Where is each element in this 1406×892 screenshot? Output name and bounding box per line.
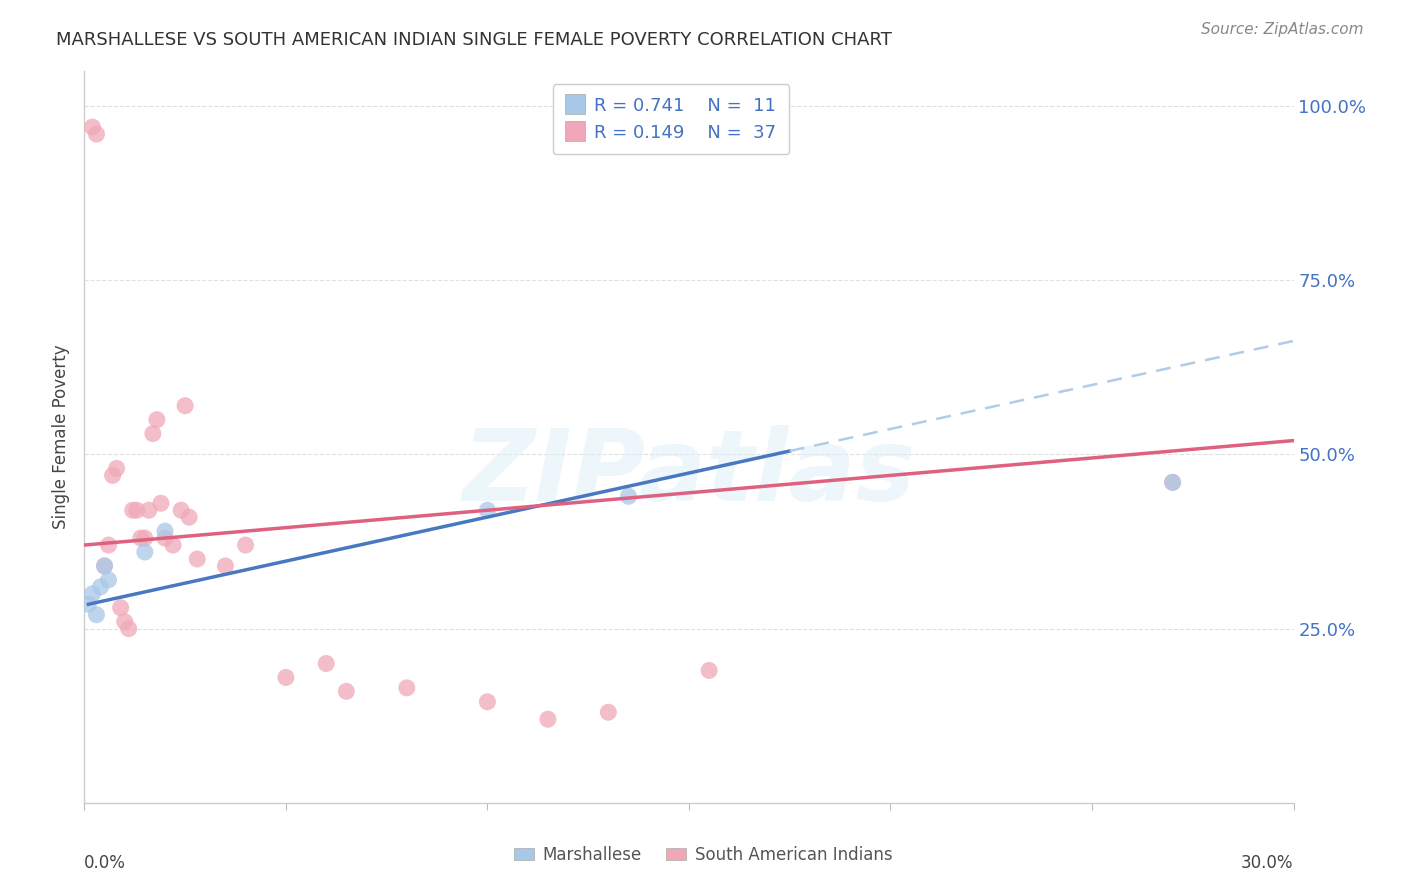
Point bbox=[235, 538, 257, 552]
Point bbox=[134, 531, 156, 545]
Point bbox=[93, 558, 115, 573]
Point bbox=[101, 468, 124, 483]
Point bbox=[162, 538, 184, 552]
Point bbox=[186, 552, 208, 566]
Point bbox=[537, 712, 560, 726]
Text: ZIPatlas: ZIPatlas bbox=[463, 425, 915, 522]
Point bbox=[477, 503, 499, 517]
Point bbox=[149, 496, 172, 510]
Text: 0.0%: 0.0% bbox=[84, 854, 127, 872]
Point bbox=[153, 524, 176, 538]
Point bbox=[174, 399, 197, 413]
Point bbox=[1161, 475, 1184, 490]
Point bbox=[118, 622, 141, 636]
Point bbox=[89, 580, 111, 594]
Point bbox=[142, 426, 165, 441]
Point bbox=[153, 531, 176, 545]
Point bbox=[214, 558, 236, 573]
Point bbox=[170, 503, 193, 517]
Text: MARSHALLESE VS SOUTH AMERICAN INDIAN SINGLE FEMALE POVERTY CORRELATION CHART: MARSHALLESE VS SOUTH AMERICAN INDIAN SIN… bbox=[56, 31, 893, 49]
Point bbox=[138, 503, 160, 517]
Point bbox=[86, 607, 108, 622]
Legend: Marshallese, South American Indians: Marshallese, South American Indians bbox=[508, 839, 898, 871]
Point bbox=[134, 545, 156, 559]
Point bbox=[697, 664, 720, 678]
Point bbox=[1161, 475, 1184, 490]
Point bbox=[105, 461, 128, 475]
Point bbox=[86, 127, 108, 141]
Y-axis label: Single Female Poverty: Single Female Poverty bbox=[52, 345, 70, 529]
Text: Source: ZipAtlas.com: Source: ZipAtlas.com bbox=[1201, 22, 1364, 37]
Point bbox=[97, 538, 120, 552]
Point bbox=[82, 120, 104, 134]
Point bbox=[598, 705, 620, 719]
Point bbox=[179, 510, 201, 524]
Point bbox=[121, 503, 143, 517]
Point bbox=[110, 600, 132, 615]
Point bbox=[77, 597, 100, 611]
Point bbox=[477, 695, 499, 709]
Point bbox=[114, 615, 136, 629]
Legend: R = 0.741    N =  11, R = 0.149    N =  37: R = 0.741 N = 11, R = 0.149 N = 37 bbox=[553, 84, 789, 154]
Point bbox=[125, 503, 148, 517]
Text: 30.0%: 30.0% bbox=[1241, 854, 1294, 872]
Point bbox=[97, 573, 120, 587]
Point bbox=[335, 684, 357, 698]
Point bbox=[146, 412, 169, 426]
Point bbox=[617, 489, 640, 503]
Point bbox=[93, 558, 115, 573]
Point bbox=[274, 670, 297, 684]
Point bbox=[82, 587, 104, 601]
Point bbox=[395, 681, 418, 695]
Point bbox=[129, 531, 152, 545]
Point bbox=[315, 657, 337, 671]
